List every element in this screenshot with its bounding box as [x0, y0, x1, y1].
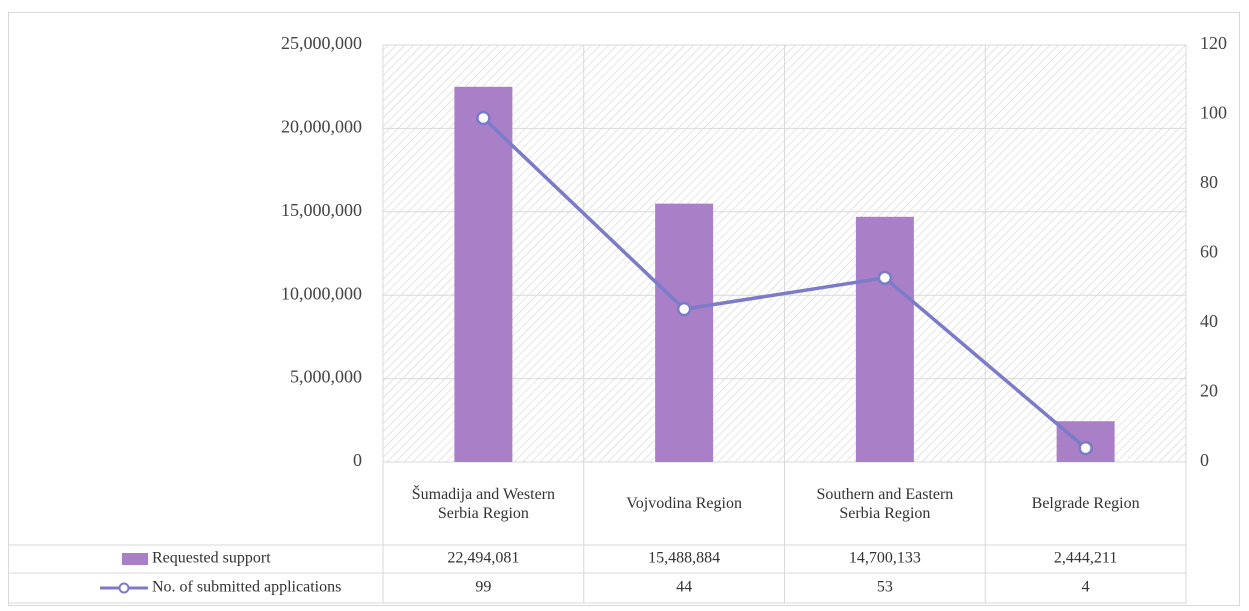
x-tick-label-box: Southern and Eastern Serbia Region	[816, 485, 954, 522]
legend-key-marker	[118, 582, 130, 594]
table-value: 22,494,081	[447, 550, 519, 567]
table-value: 44	[676, 579, 692, 596]
y-tick-label: 20,000,000	[281, 117, 362, 137]
x-tick-label-box: Vojvodina Region	[626, 495, 742, 512]
table-value: 15,488,884	[648, 550, 720, 567]
legend-label: No. of submitted applications	[152, 579, 341, 596]
y2-tick-label: 40	[1200, 311, 1218, 331]
table-value: 53	[877, 579, 893, 596]
line-marker	[1078, 440, 1093, 456]
x-tick-label-box: Šumadija and Western Serbia Region	[411, 485, 556, 522]
y-tick-label: 10,000,000	[281, 283, 362, 303]
line-marker	[676, 301, 692, 317]
y2-tick-label: 20	[1200, 381, 1218, 401]
table-value: 4	[1082, 579, 1090, 596]
legend-label: Requested support	[152, 550, 271, 567]
x-tick-label-box: Belgrade Region	[1031, 495, 1140, 512]
y2-tick-label: 0	[1200, 450, 1209, 470]
y-tick-label: 15,000,000	[281, 200, 362, 220]
line-marker	[476, 110, 491, 126]
y2-tick-label: 120	[1200, 33, 1227, 53]
table-value: 99	[475, 579, 491, 596]
x-tick-label: Šumadija and Western Serbia Region	[411, 485, 556, 522]
line	[482, 116, 1087, 450]
legend-key	[122, 553, 148, 565]
y2-tick-label: 60	[1200, 242, 1218, 262]
x-tick-label: Vojvodina Region	[626, 495, 742, 512]
line-marker	[877, 270, 893, 286]
table-value: 14,700,133	[849, 550, 921, 567]
bar	[655, 203, 714, 462]
y-tick-label: 25,000,000	[281, 33, 362, 53]
y2-tick-label: 100	[1200, 103, 1227, 123]
table-value: 2,444,211	[1054, 550, 1117, 567]
x-tick-label: Southern and Eastern Serbia Region	[816, 485, 954, 522]
x-tick-label: Belgrade Region	[1031, 495, 1140, 512]
bar	[454, 86, 513, 462]
bar	[855, 216, 914, 462]
y-tick-label: 5,000,000	[290, 367, 362, 387]
y2-tick-label: 80	[1200, 172, 1218, 192]
y-tick-label: 0	[353, 450, 362, 470]
